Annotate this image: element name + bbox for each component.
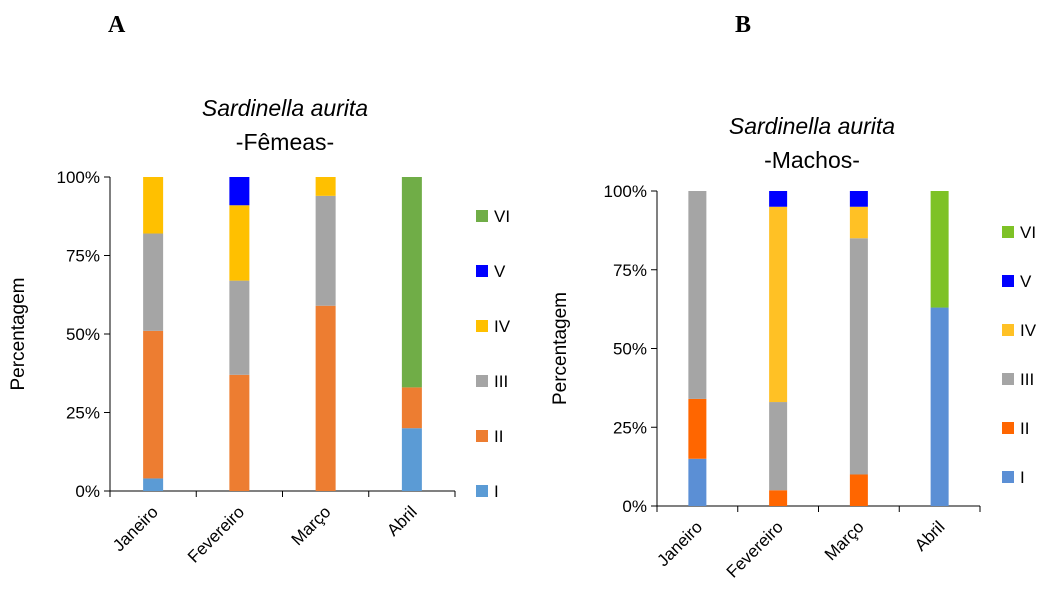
bar-ii-janeiro	[143, 330, 164, 479]
y-tick-label: 0%	[75, 482, 100, 501]
chart-subtitle: -Fêmeas-	[236, 129, 334, 155]
bar-iii-marco	[315, 195, 336, 306]
panel-letter-b: B	[735, 12, 752, 38]
legend-swatch-iii	[1002, 373, 1014, 385]
legend-swatch-iv	[476, 320, 488, 332]
chart-title: Sardinella aurita	[729, 113, 895, 139]
bar-v-marco	[849, 191, 868, 207]
bar-ii-fevereiro	[769, 490, 788, 506]
legend-label-i: I	[1020, 468, 1025, 487]
y-tick-label: 100%	[57, 168, 100, 187]
bar-iii-janeiro	[143, 233, 164, 331]
bar-iv-fevereiro	[229, 205, 250, 281]
y-tick-label: 50%	[613, 340, 647, 359]
legend-label-vi: VI	[494, 207, 510, 226]
x-tick-label: Abril	[911, 517, 948, 554]
legend-swatch-iv	[1002, 324, 1014, 336]
bar-i-janeiro	[688, 458, 707, 506]
bar-vi-abril	[930, 191, 949, 308]
legend-label-iii: III	[1020, 370, 1034, 389]
legend-swatch-i	[1002, 471, 1014, 483]
bar-iv-marco	[315, 177, 336, 196]
x-tick-label: Fevereiro	[723, 517, 787, 581]
legend-label-iv: IV	[494, 317, 511, 336]
bar-ii-fevereiro	[229, 374, 250, 491]
y-tick-label: 50%	[66, 325, 100, 344]
legend-swatch-ii	[476, 430, 488, 442]
y-tick-label: 25%	[66, 404, 100, 423]
legend-label-v: V	[494, 262, 506, 281]
chart-a: Sardinella aurita -Fêmeas- Percentagem 0% 25…	[8, 95, 511, 567]
legend-swatch-vi	[476, 210, 488, 222]
legend-label-iv: IV	[1020, 321, 1037, 340]
bar-i-janeiro	[143, 478, 164, 491]
y-tick-label: 0%	[622, 497, 647, 516]
legend-swatch-v	[476, 265, 488, 277]
bar-iii-fevereiro	[769, 402, 788, 491]
legend-label-i: I	[494, 482, 499, 501]
x-tick-label: Março	[288, 502, 335, 549]
legend-label-vi: VI	[1020, 223, 1036, 242]
legend-swatch-vi	[1002, 226, 1014, 238]
bar-iv-janeiro	[143, 177, 164, 234]
chart-subtitle: -Machos-	[764, 147, 860, 173]
bar-i-abril	[401, 428, 422, 491]
bar-ii-marco	[849, 474, 868, 506]
bar-v-fevereiro	[229, 177, 250, 206]
bar-ii-marco	[315, 305, 336, 491]
bar-iv-marco	[849, 206, 868, 239]
y-tick-label: 75%	[613, 261, 647, 280]
legend-swatch-iii	[476, 375, 488, 387]
chart-title: Sardinella aurita	[202, 95, 368, 121]
legend-label-ii: II	[494, 427, 503, 446]
legend-label-ii: II	[1020, 419, 1029, 438]
y-tick-label: 75%	[66, 247, 100, 266]
x-tick-label: Fevereiro	[184, 502, 248, 566]
bar-ii-janeiro	[688, 398, 707, 459]
legend-swatch-i	[476, 485, 488, 497]
legend-label-iii: III	[494, 372, 508, 391]
x-tick-label: Janeiro	[109, 502, 162, 555]
bar-iii-janeiro	[688, 191, 707, 399]
bar-iv-fevereiro	[769, 206, 788, 403]
y-tick-label: 25%	[613, 418, 647, 437]
bar-i-abril	[930, 307, 949, 506]
y-axis-label: Percentagem	[550, 292, 571, 405]
y-axis-label: Percentagem	[8, 277, 29, 390]
bar-ii-abril	[401, 387, 422, 429]
chart-b: Sardinella aurita -Machos- Percentagem 0% 25…	[550, 113, 1037, 582]
x-tick-label: Abril	[383, 502, 420, 539]
legend-swatch-ii	[1002, 422, 1014, 434]
bar-iii-marco	[849, 238, 868, 475]
y-tick-label: 100%	[604, 182, 647, 201]
legend-swatch-v	[1002, 275, 1014, 287]
x-tick-label: Janeiro	[653, 517, 706, 570]
bar-v-fevereiro	[769, 191, 788, 207]
x-tick-label: Março	[821, 517, 868, 564]
bar-vi-abril	[401, 177, 422, 388]
bar-iii-fevereiro	[229, 280, 250, 375]
panel-letter-a: A	[108, 12, 126, 38]
legend-label-v: V	[1020, 272, 1032, 291]
